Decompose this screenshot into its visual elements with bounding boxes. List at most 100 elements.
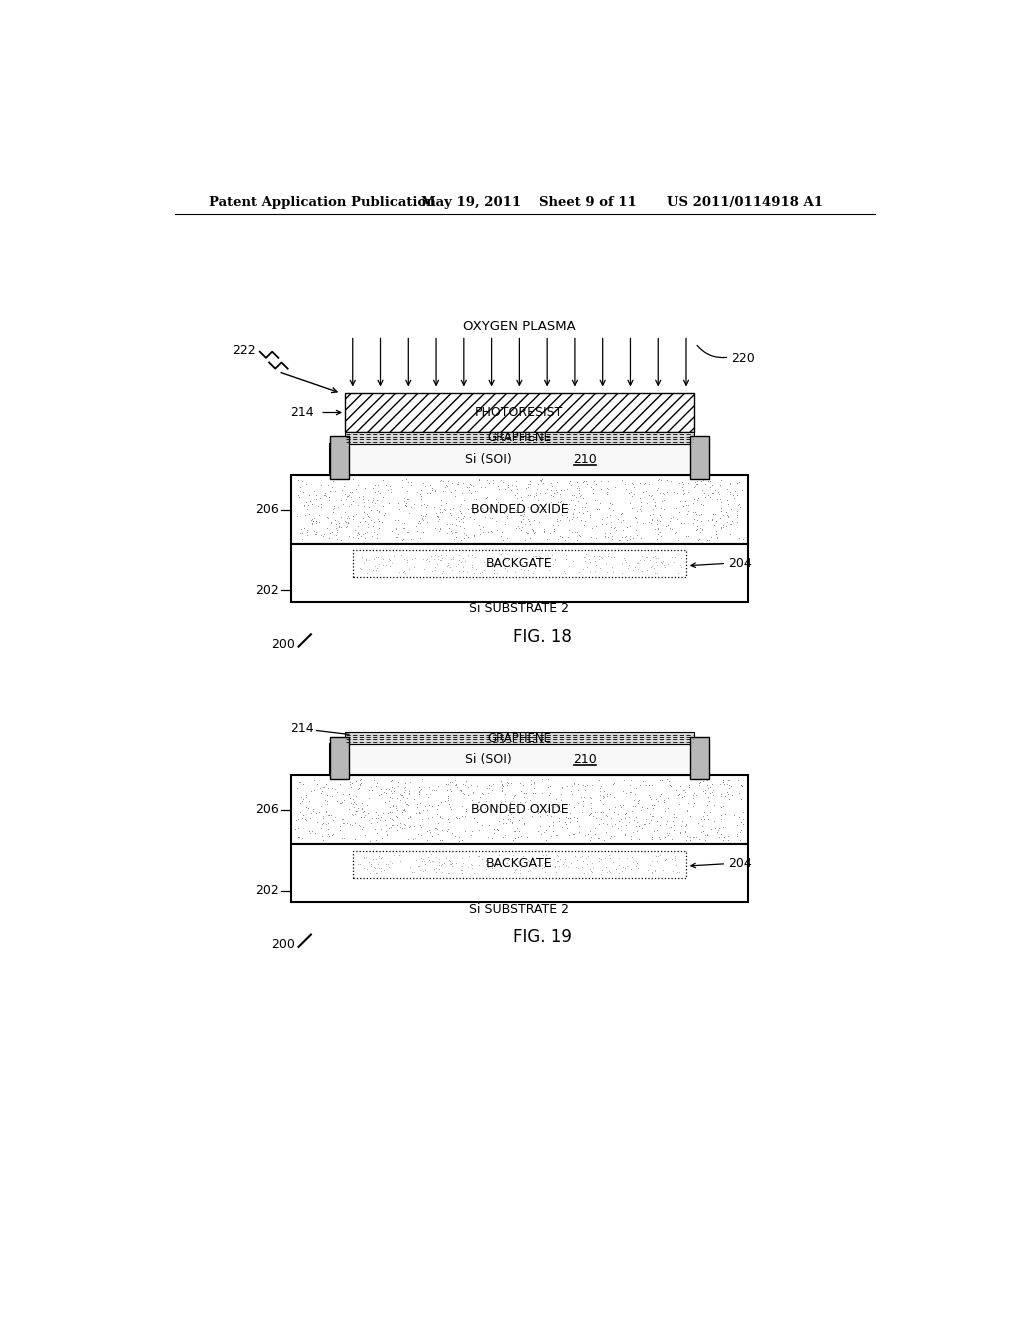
Point bbox=[642, 809, 658, 830]
Point bbox=[585, 479, 601, 500]
Point bbox=[382, 475, 398, 496]
Point bbox=[361, 830, 378, 851]
Point bbox=[591, 813, 607, 834]
Point bbox=[474, 814, 490, 836]
Point bbox=[527, 545, 544, 566]
Point bbox=[355, 507, 372, 528]
Point bbox=[354, 546, 371, 568]
Point bbox=[629, 500, 645, 521]
Point bbox=[502, 791, 518, 812]
Point bbox=[542, 783, 558, 804]
Point bbox=[606, 825, 623, 846]
Point bbox=[317, 801, 334, 822]
Point bbox=[461, 846, 477, 867]
Point bbox=[561, 519, 578, 540]
Point bbox=[626, 477, 642, 498]
Point bbox=[726, 804, 742, 825]
Point bbox=[693, 494, 710, 515]
Point bbox=[539, 845, 555, 866]
Point bbox=[696, 809, 713, 830]
Point bbox=[584, 826, 600, 847]
Point bbox=[344, 772, 360, 793]
Point bbox=[359, 504, 376, 525]
Point bbox=[419, 495, 435, 516]
Point bbox=[667, 850, 683, 871]
Point bbox=[529, 800, 546, 821]
Point bbox=[688, 826, 705, 847]
Point bbox=[403, 475, 420, 496]
Point bbox=[545, 821, 561, 842]
Point bbox=[394, 517, 411, 539]
Point bbox=[550, 491, 566, 512]
Point bbox=[365, 490, 381, 511]
Point bbox=[294, 523, 310, 544]
Point bbox=[669, 508, 685, 529]
Point bbox=[499, 506, 515, 527]
Point bbox=[575, 787, 592, 808]
Point bbox=[629, 524, 645, 545]
Point bbox=[407, 789, 423, 810]
Point bbox=[304, 513, 321, 535]
Point bbox=[431, 859, 447, 880]
Point bbox=[638, 808, 654, 829]
Point bbox=[474, 784, 490, 805]
Point bbox=[651, 826, 668, 847]
Point bbox=[398, 469, 415, 490]
Point bbox=[457, 820, 473, 841]
Point bbox=[664, 849, 680, 870]
Point bbox=[322, 804, 338, 825]
Point bbox=[670, 562, 686, 583]
Point bbox=[294, 791, 310, 812]
Point bbox=[471, 791, 487, 812]
Point bbox=[709, 511, 725, 532]
Point bbox=[346, 792, 362, 813]
Point bbox=[526, 484, 543, 506]
Point bbox=[401, 502, 418, 523]
Point bbox=[550, 515, 566, 536]
Point bbox=[430, 506, 446, 527]
Point bbox=[527, 484, 544, 506]
Point bbox=[642, 804, 658, 825]
Point bbox=[621, 482, 637, 503]
Point bbox=[660, 822, 677, 843]
Point bbox=[385, 809, 401, 830]
Point bbox=[456, 783, 472, 804]
Point bbox=[362, 862, 379, 883]
Point bbox=[644, 805, 660, 826]
Point bbox=[420, 808, 436, 829]
Point bbox=[413, 825, 429, 846]
Point bbox=[677, 821, 693, 842]
Point bbox=[526, 772, 543, 793]
Point bbox=[530, 496, 547, 517]
Point bbox=[579, 492, 595, 513]
Point bbox=[358, 549, 375, 570]
Point bbox=[360, 507, 377, 528]
Point bbox=[591, 847, 607, 869]
Point bbox=[643, 510, 659, 531]
Point bbox=[519, 474, 536, 495]
Point bbox=[438, 475, 455, 496]
Point bbox=[598, 805, 614, 826]
Point bbox=[515, 787, 531, 808]
Point bbox=[424, 478, 440, 499]
Point bbox=[495, 529, 511, 550]
Point bbox=[373, 807, 389, 828]
Point bbox=[648, 510, 665, 531]
Point bbox=[479, 857, 496, 878]
Point bbox=[376, 504, 392, 525]
Point bbox=[316, 484, 333, 506]
Point bbox=[530, 855, 547, 876]
Point bbox=[429, 548, 445, 569]
Point bbox=[463, 474, 479, 495]
Point bbox=[690, 504, 707, 525]
Point bbox=[389, 492, 406, 513]
Point bbox=[423, 796, 439, 817]
Point bbox=[500, 808, 516, 829]
Point bbox=[539, 549, 555, 570]
Point bbox=[478, 858, 495, 879]
Point bbox=[388, 519, 404, 540]
Point bbox=[428, 780, 444, 801]
Point bbox=[521, 851, 538, 873]
Point bbox=[465, 862, 481, 883]
Point bbox=[444, 560, 461, 581]
